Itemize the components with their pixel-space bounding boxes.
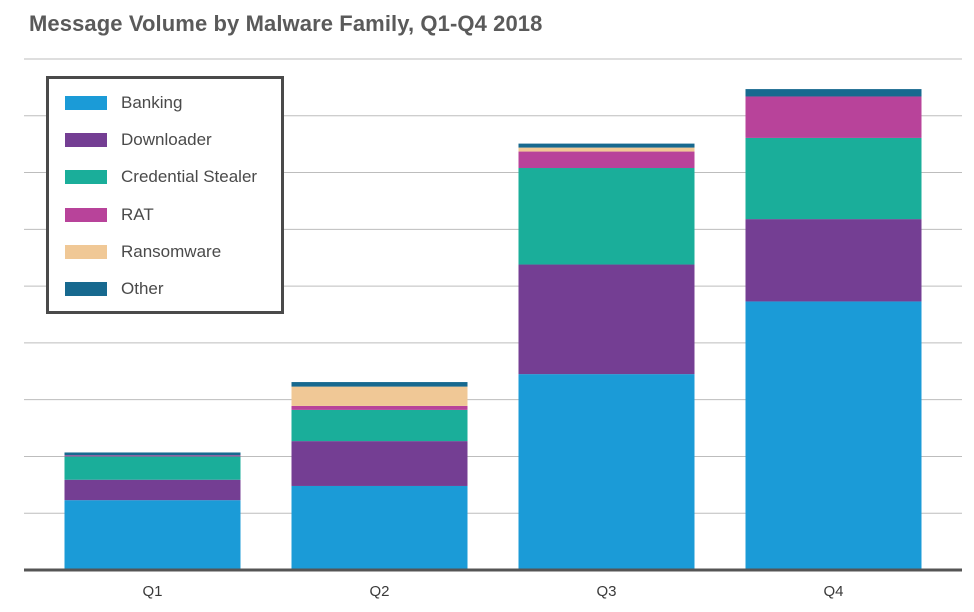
- legend-label: Downloader: [121, 130, 212, 150]
- legend-item: Ransomware: [65, 242, 221, 262]
- bar-segment-q1-downloader: [64, 479, 241, 501]
- legend-label: Credential Stealer: [121, 167, 258, 187]
- legend: Banking Downloader Credential Stealer RAT Ra…: [46, 76, 284, 314]
- x-tick-labels: Q1 Q2 Q3 Q4: [142, 583, 843, 600]
- bar-segment-q2-rat: [291, 405, 468, 410]
- legend-label: Other: [121, 279, 164, 298]
- legend-swatch: [65, 133, 107, 148]
- x-tick-label: Q3: [596, 583, 616, 600]
- bar-segment-q4-credential-stealer: [745, 137, 922, 220]
- bar-segment-q3-rat: [518, 151, 695, 169]
- bar-segment-q4-downloader: [745, 219, 922, 302]
- legend-swatch: [65, 96, 107, 110]
- legend-label: RAT: [121, 204, 154, 224]
- legend-item: Other: [65, 279, 164, 299]
- bar-segment-q2-credential-stealer: [291, 409, 468, 442]
- bar-segment-q2-other: [291, 382, 468, 387]
- legend-swatch: [65, 207, 107, 222]
- bar-segment-q2-downloader: [291, 441, 468, 486]
- legend-item: Downloader: [65, 130, 212, 150]
- chart-title: Message Volume by Malware Family, Q1-Q4 …: [29, 11, 543, 36]
- bar-segment-q1-rat: [64, 455, 241, 457]
- x-tick-label: Q1: [142, 583, 162, 600]
- legend-item: Banking: [65, 93, 182, 113]
- bar-segment-q4-banking: [745, 301, 922, 570]
- bar-segment-q4-rat: [745, 96, 922, 138]
- legend-label: Ransomware: [121, 241, 222, 261]
- legend-item: RAT: [65, 205, 154, 225]
- bar-segment-q1-credential-stealer: [64, 456, 241, 480]
- legend-swatch: [65, 282, 107, 296]
- bar-segment-q3-banking: [518, 374, 695, 570]
- bars: [64, 89, 922, 570]
- bar-segment-q2-ransomware: [291, 386, 468, 406]
- bar-segment-q1-other: [64, 452, 241, 456]
- x-tick-label: Q4: [823, 583, 843, 600]
- bar-segment-q3-downloader: [518, 264, 695, 375]
- legend-item: Credential Stealer: [65, 167, 257, 187]
- bar-segment-q1-banking: [64, 500, 241, 570]
- legend-swatch: [65, 244, 107, 259]
- bar-segment-q2-banking: [291, 485, 468, 570]
- legend-swatch: [65, 170, 107, 185]
- bar-segment-q3-credential-stealer: [518, 168, 695, 265]
- x-tick-label: Q2: [369, 583, 389, 600]
- bar-segment-q3-other: [518, 143, 695, 148]
- legend-label: Banking: [121, 93, 183, 112]
- bar-segment-q4-other: [745, 89, 922, 97]
- bar-segment-q3-ransomware: [518, 147, 695, 152]
